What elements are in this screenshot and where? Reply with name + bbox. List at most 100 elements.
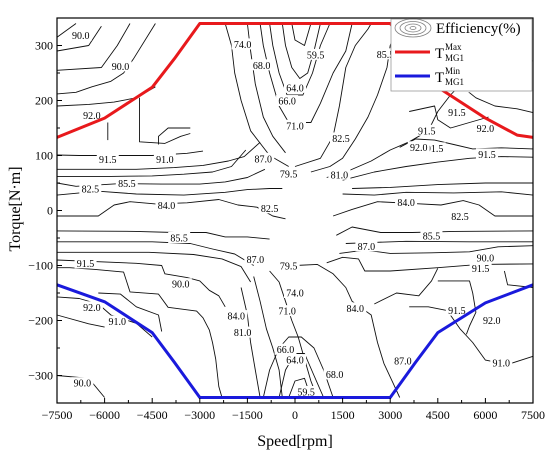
contour-label-bg bbox=[323, 368, 346, 380]
contour-label: 82.5 bbox=[261, 204, 279, 215]
x-tick-label: −7500 bbox=[42, 408, 73, 422]
contour-label: 66.0 bbox=[278, 97, 296, 108]
contour-label-bg bbox=[71, 377, 94, 389]
torque-max-curve bbox=[56, 22, 534, 139]
contour-label-bg bbox=[284, 81, 306, 93]
contour-label: 85.5 bbox=[423, 231, 441, 242]
y-tick-label: 300 bbox=[35, 39, 53, 53]
contour-label: 90.0 bbox=[74, 379, 92, 390]
contour-label-bg bbox=[155, 199, 178, 211]
y-axis-ticks: −300 −200 −100 0 100 200 300 bbox=[28, 17, 62, 404]
contour-label: 84.0 bbox=[158, 201, 176, 212]
x-tick-label: −1500 bbox=[232, 408, 263, 422]
contour-line bbox=[240, 287, 261, 398]
contour-line bbox=[374, 268, 439, 305]
y-tick-label: 200 bbox=[35, 94, 53, 108]
contour-label-bg bbox=[276, 305, 299, 317]
contour-label: 91.5 bbox=[426, 144, 444, 155]
x-tick-label: 4500 bbox=[426, 408, 450, 422]
contour-label: 91.5 bbox=[472, 264, 490, 275]
contour-label: 85.5 bbox=[170, 234, 188, 245]
contour-label: 71.0 bbox=[278, 307, 296, 318]
contour-label-bg bbox=[277, 168, 300, 180]
contour-label-bg bbox=[330, 132, 353, 144]
contour-line bbox=[269, 270, 318, 398]
contour-label: 84.0 bbox=[347, 304, 365, 315]
contour-label-bg bbox=[415, 124, 438, 136]
contour-label: 81.0 bbox=[331, 170, 349, 181]
contour-label: 87.0 bbox=[358, 242, 376, 253]
contour-label-bg bbox=[295, 386, 318, 397]
contour-line bbox=[139, 97, 191, 144]
contour-label-bg bbox=[258, 202, 281, 214]
contour-line bbox=[259, 23, 353, 123]
contour-label-bg bbox=[344, 302, 367, 314]
legend-box bbox=[390, 18, 533, 92]
contour-label: 91.0 bbox=[156, 155, 174, 166]
contour-label-bg bbox=[284, 354, 306, 366]
y-axis-title: Torque[N·m] bbox=[7, 166, 24, 251]
contour-label: 91.0 bbox=[109, 317, 127, 328]
contour-label: 85.5 bbox=[377, 50, 395, 61]
contour-line bbox=[352, 182, 533, 189]
contour-label: 82.5 bbox=[451, 212, 469, 223]
contour-label: 91.5 bbox=[99, 155, 117, 166]
contour-label-bg bbox=[80, 301, 103, 313]
contour-line bbox=[336, 226, 534, 236]
contour-label: 87.0 bbox=[394, 357, 412, 368]
contour-line bbox=[56, 26, 102, 52]
contour-label-bg bbox=[109, 60, 132, 72]
x-tick-label: 3000 bbox=[378, 408, 402, 422]
contour-label-bg bbox=[96, 153, 119, 165]
contour-label: 92.0 bbox=[83, 111, 101, 122]
contour-label-bg bbox=[391, 355, 414, 367]
contour-label-bg bbox=[445, 304, 468, 316]
contour-line bbox=[158, 127, 191, 145]
contour-label: 71.0 bbox=[286, 121, 304, 132]
contour-label: 59.5 bbox=[307, 50, 325, 61]
contour-line bbox=[294, 23, 372, 167]
legend-contour-swatch bbox=[409, 26, 417, 30]
contour-label-bg bbox=[480, 314, 503, 326]
contour-line bbox=[56, 23, 77, 38]
contour-line bbox=[262, 336, 334, 398]
contour-label: 84.0 bbox=[228, 312, 246, 323]
x-tick-label: 0 bbox=[292, 408, 298, 422]
contour-line bbox=[56, 23, 156, 95]
legend-label-max: T bbox=[435, 46, 444, 62]
contour-label-bg bbox=[115, 177, 138, 189]
contour-label-bg bbox=[475, 148, 498, 160]
contour-label: 74.0 bbox=[234, 40, 252, 51]
contour-label: 92.0 bbox=[83, 303, 101, 314]
contour-label-bg bbox=[445, 106, 468, 118]
contour-label: 91.5 bbox=[448, 108, 466, 119]
contour-line bbox=[326, 256, 534, 272]
legend-contour-swatch bbox=[404, 23, 422, 33]
contour-line bbox=[291, 23, 312, 46]
x-tick-label: 1500 bbox=[331, 408, 355, 422]
contour-label-bg bbox=[153, 153, 176, 165]
contour-label-bg bbox=[225, 310, 248, 322]
contour-label: 91.0 bbox=[493, 358, 511, 369]
contour-line bbox=[57, 141, 261, 170]
torque-min-curve bbox=[56, 283, 534, 399]
contour-label-bg bbox=[274, 343, 297, 355]
x-tick-label: −6000 bbox=[89, 408, 120, 422]
contour-label: 64.0 bbox=[286, 83, 304, 94]
x-tick-label: −4500 bbox=[137, 408, 168, 422]
contour-label-bg bbox=[474, 251, 497, 263]
contour-label: 91.5 bbox=[448, 306, 466, 317]
contour-label-bg bbox=[276, 95, 299, 107]
contour-label-bg bbox=[79, 183, 102, 195]
contour-label-bg bbox=[284, 119, 306, 131]
contour-label-bg bbox=[69, 29, 92, 41]
legend-label-min: T bbox=[435, 70, 444, 86]
legend-contour-swatch bbox=[394, 18, 432, 38]
contour-label-bg bbox=[231, 38, 254, 50]
contour-label: 81.0 bbox=[234, 328, 252, 339]
contour-line bbox=[342, 156, 534, 181]
contour-label: 91.5 bbox=[418, 126, 436, 137]
contour-line bbox=[399, 138, 534, 150]
contour-line bbox=[437, 280, 477, 335]
